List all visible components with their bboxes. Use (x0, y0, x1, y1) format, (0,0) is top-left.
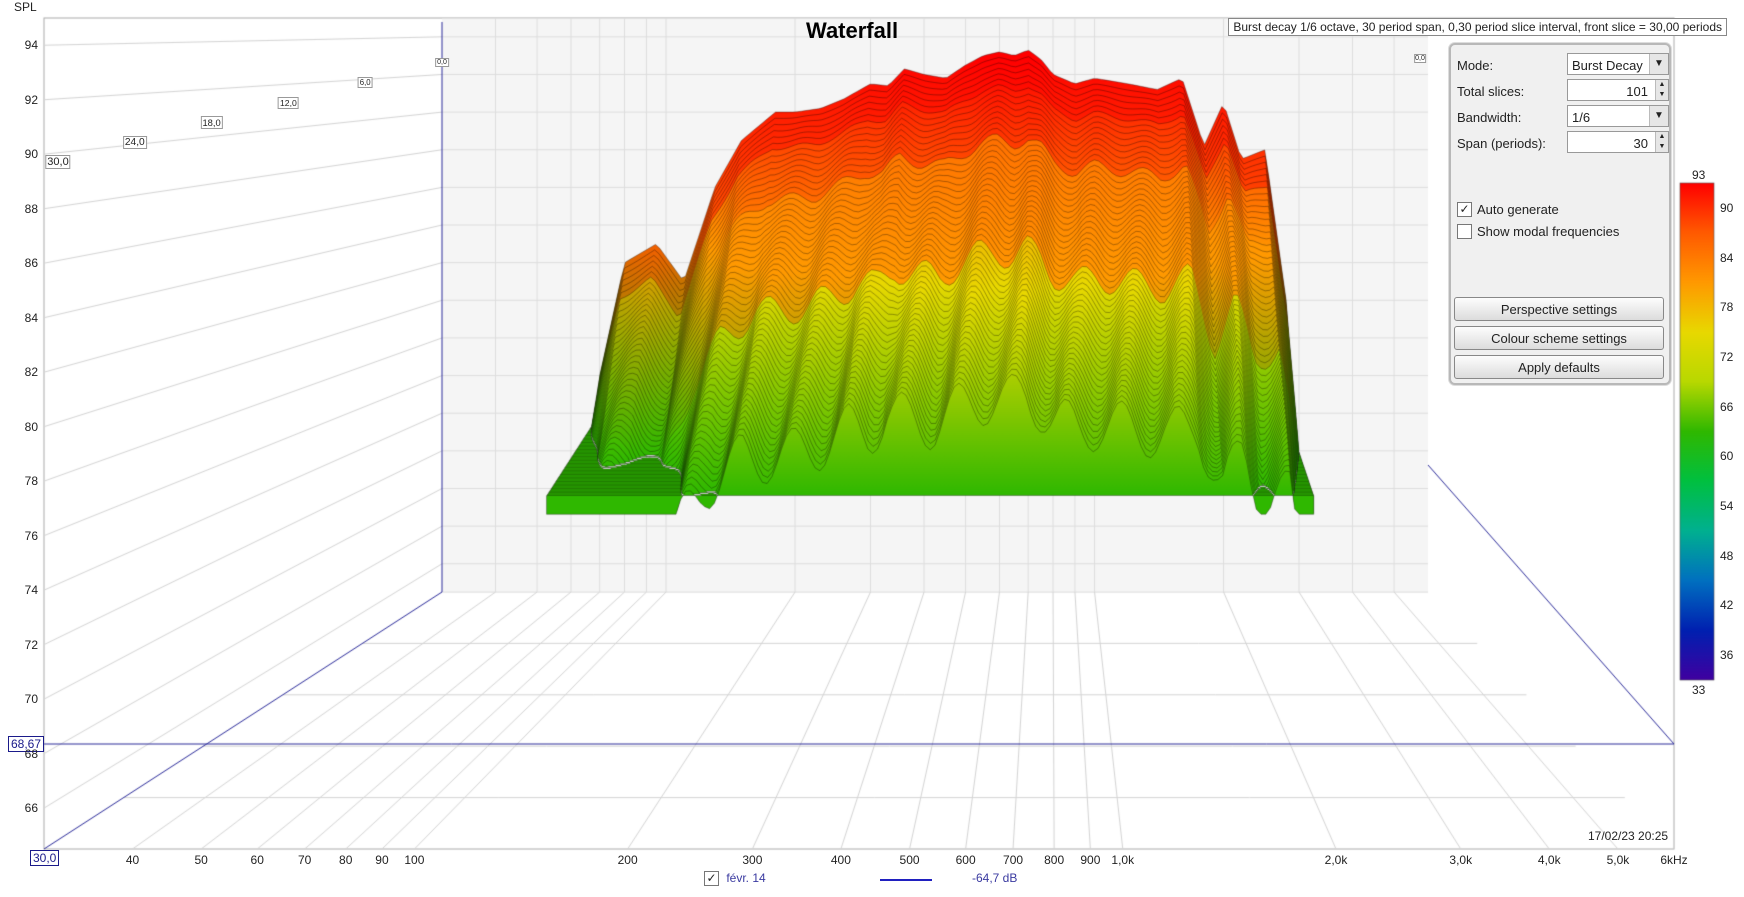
y-tick-label: 80 (24, 419, 38, 434)
y-tick-label: 84 (24, 310, 38, 325)
y-tick-label: 76 (24, 528, 38, 543)
measurement-info: Burst decay 1/6 octave, 30 period span, … (1228, 18, 1727, 36)
perspective-settings-button[interactable]: Perspective settings (1454, 297, 1664, 321)
bandwidth-row: Bandwidth: 1/6 ▼ (1457, 105, 1669, 129)
x-tick-label: 4,0k (1537, 853, 1561, 867)
y-tick-label: 86 (24, 256, 38, 271)
depth-tick-label: 30,0 (45, 155, 71, 169)
y-tick-label: 70 (24, 692, 38, 707)
x-tick-label: 2,0k (1324, 853, 1348, 867)
y-tick-label: 72 (24, 637, 38, 652)
slices-value: 101 (1626, 84, 1648, 99)
x-tick-label: 50 (194, 853, 208, 867)
auto-generate-checkbox[interactable]: ✓ Auto generate (1457, 201, 1657, 219)
depth-tick-label: 0,0 (435, 58, 449, 67)
checkmark-icon[interactable]: ✓ (1457, 202, 1472, 217)
colorbar-top-label: 93 (1692, 168, 1706, 182)
spin-down-icon[interactable]: ▼ (1655, 90, 1668, 100)
colorbar-tick-label: 72 (1720, 349, 1734, 364)
bandwidth-select[interactable]: 1/6 ▼ (1567, 105, 1669, 127)
x-tick-label: 500 (899, 853, 920, 867)
depth-tick-label: 18,0 (200, 116, 223, 130)
x-tick-label: 80 (339, 853, 353, 867)
x-tick-label: 900 (1080, 853, 1101, 867)
y-tick-label: 92 (24, 92, 38, 107)
legend-value: -64,7 dB (972, 871, 1018, 885)
legend-checkbox[interactable]: ✓ févr. 14 (704, 871, 766, 886)
chevron-down-icon[interactable]: ▼ (1649, 106, 1668, 126)
y-tick-label: 78 (24, 474, 38, 489)
x-tick-label: 90 (375, 853, 389, 867)
x-tick-label: 6kHz (1660, 853, 1688, 867)
span-row: Span (periods): 30 ▲ ▼ (1457, 131, 1669, 155)
mode-select[interactable]: Burst Decay ▼ (1567, 53, 1669, 75)
y-tick-label: 68 (24, 746, 38, 761)
slices-label: Total slices: (1457, 84, 1525, 99)
checkmark-icon[interactable]: ✓ (704, 871, 719, 886)
colorbar-tick-label: 36 (1720, 648, 1734, 663)
spin-down-icon[interactable]: ▼ (1655, 142, 1668, 152)
x-tick-label: 70 (297, 853, 312, 867)
waterfall-settings-panel: Mode: Burst Decay ▼ Total slices: 101 ▲ … (1449, 43, 1671, 385)
y-tick-label: 90 (24, 147, 38, 162)
apply-defaults-button[interactable]: Apply defaults (1454, 355, 1664, 379)
colorbar-tick-label: 48 (1720, 548, 1734, 563)
y-tick-label: 74 (24, 583, 38, 598)
colorbar-bottom-label: 33 (1692, 683, 1706, 697)
colorbar-tick-label: 90 (1720, 200, 1734, 215)
colorbar-tick-label: 78 (1720, 300, 1734, 315)
colorbar-tick-label: 66 (1720, 399, 1734, 414)
legend-series-name: févr. 14 (726, 871, 766, 885)
slices-row: Total slices: 101 ▲ ▼ (1457, 79, 1669, 103)
colour-scheme-settings-button[interactable]: Colour scheme settings (1454, 326, 1664, 350)
x-tick-label: 100 (404, 853, 425, 867)
depth-tick-label: 12,0 (278, 96, 299, 109)
span-spinner[interactable]: 30 ▲ ▼ (1567, 131, 1669, 153)
depth-tick-label: 6,0 (357, 77, 373, 89)
y-tick-label: 82 (24, 365, 38, 380)
span-label: Span (periods): (1457, 136, 1546, 151)
y-tick-label: 88 (24, 201, 38, 216)
slices-spinner[interactable]: 101 ▲ ▼ (1567, 79, 1669, 101)
x-tick-label: 300 (742, 853, 763, 867)
x-tick-label: 40 (125, 853, 140, 867)
spin-up-icon[interactable]: ▲ (1655, 80, 1668, 90)
bandwidth-value: 1/6 (1572, 110, 1591, 125)
x-tick-label: 400 (830, 853, 851, 867)
show-modal-label: Show modal frequencies (1477, 224, 1620, 239)
timestamp: 17/02/23 20:25 (1588, 829, 1669, 843)
depth-tick-label-right: 0,0 (1414, 54, 1426, 63)
x-tick-label: 1,0k (1111, 853, 1135, 867)
colorbar-tick-label: 42 (1720, 598, 1734, 613)
x-tick-label: 3,0k (1449, 853, 1473, 867)
show-modal-checkbox[interactable]: Show modal frequencies (1457, 223, 1657, 241)
x-tick-label: 60 (250, 853, 264, 867)
y-tick-label: 94 (24, 38, 38, 53)
bandwidth-label: Bandwidth: (1457, 110, 1522, 125)
colorbar-tick-label: 60 (1720, 449, 1734, 464)
x-tick-label: 5,0k (1606, 853, 1630, 867)
colorbar-tick-label: 84 (1720, 250, 1734, 265)
legend-line-swatch (880, 879, 932, 881)
mode-value: Burst Decay (1572, 58, 1643, 73)
y-axis-title: SPL (14, 0, 37, 14)
x-tick-label: 200 (617, 853, 638, 867)
x-tick-label: 700 (1003, 853, 1024, 867)
colorbar-tick-label: 54 (1720, 499, 1734, 514)
spin-up-icon[interactable]: ▲ (1655, 132, 1668, 142)
cursor-x-readout: 30,0 (30, 850, 60, 866)
span-value: 30 (1633, 136, 1648, 151)
mode-label: Mode: (1457, 58, 1494, 73)
depth-tick-label: 24,0 (122, 135, 147, 149)
x-tick-label: 800 (1044, 853, 1065, 867)
chart-title: Waterfall (806, 18, 899, 43)
y-tick-label: 66 (24, 801, 38, 816)
x-tick-label: 600 (955, 853, 976, 867)
checkbox-icon[interactable] (1457, 224, 1472, 239)
auto-generate-label: Auto generate (1477, 202, 1559, 217)
mode-row: Mode: Burst Decay ▼ (1457, 53, 1669, 77)
chevron-down-icon[interactable]: ▼ (1649, 54, 1668, 74)
cursor-y-readout: 68,67 (8, 736, 45, 752)
